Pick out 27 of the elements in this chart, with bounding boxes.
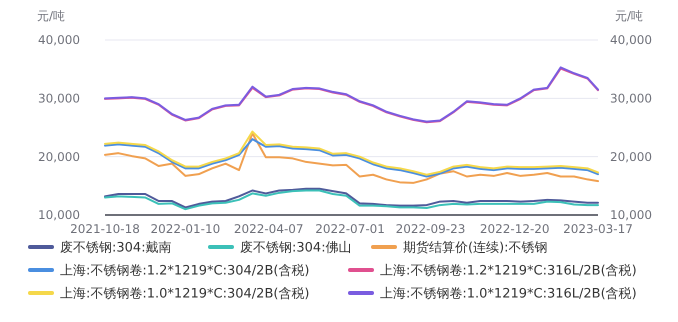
- line-series: [104, 138, 599, 178]
- y2-tick-label: 10,000: [610, 208, 652, 222]
- x-tick-label: 2022-01-10: [150, 222, 220, 236]
- line-series: [104, 132, 599, 184]
- y-tick-label: 30,000: [38, 92, 80, 106]
- legend-label: 上海:不锈钢卷:1.2*1219*C:316L/2B(含税): [380, 264, 637, 279]
- y-tick-label: 10,000: [38, 208, 80, 222]
- legend-label: 期货结算价(连续):不锈钢: [403, 240, 548, 256]
- x-tick-label: 2023-03-17: [563, 222, 633, 236]
- legend-label: 废不锈钢:304:佛山: [240, 240, 352, 256]
- y-tick-label: 20,000: [38, 150, 80, 164]
- y2-tick-label: 30,000: [610, 92, 652, 106]
- y2-tick-label: 40,000: [610, 33, 652, 48]
- y2-axis-title: 元/吨: [614, 9, 643, 23]
- legend-label: 废不锈钢:304:戴南: [60, 240, 172, 256]
- y-axis-title: 元/吨: [36, 9, 65, 23]
- x-tick-label: 2022-09-23: [396, 222, 466, 236]
- x-tick-label: 2022-04-07: [234, 222, 304, 236]
- y-tick-label: 40,000: [38, 33, 80, 48]
- x-tick-label: 2022-12-20: [480, 222, 550, 236]
- y2-tick-label: 20,000: [610, 150, 652, 164]
- x-tick-label: 2021-10-18: [70, 222, 140, 236]
- legend-label: 上海:不锈钢卷:1.0*1219*C:304/2B(含税): [60, 286, 310, 302]
- legend-label: 上海:不锈钢卷:1.2*1219*C:304/2B(含税): [60, 264, 310, 279]
- line-series: [104, 130, 599, 176]
- x-tick-label: 2022-07-01: [315, 222, 385, 236]
- legend-label: 上海:不锈钢卷:1.0*1219*C:316L/2B(含税): [380, 286, 637, 302]
